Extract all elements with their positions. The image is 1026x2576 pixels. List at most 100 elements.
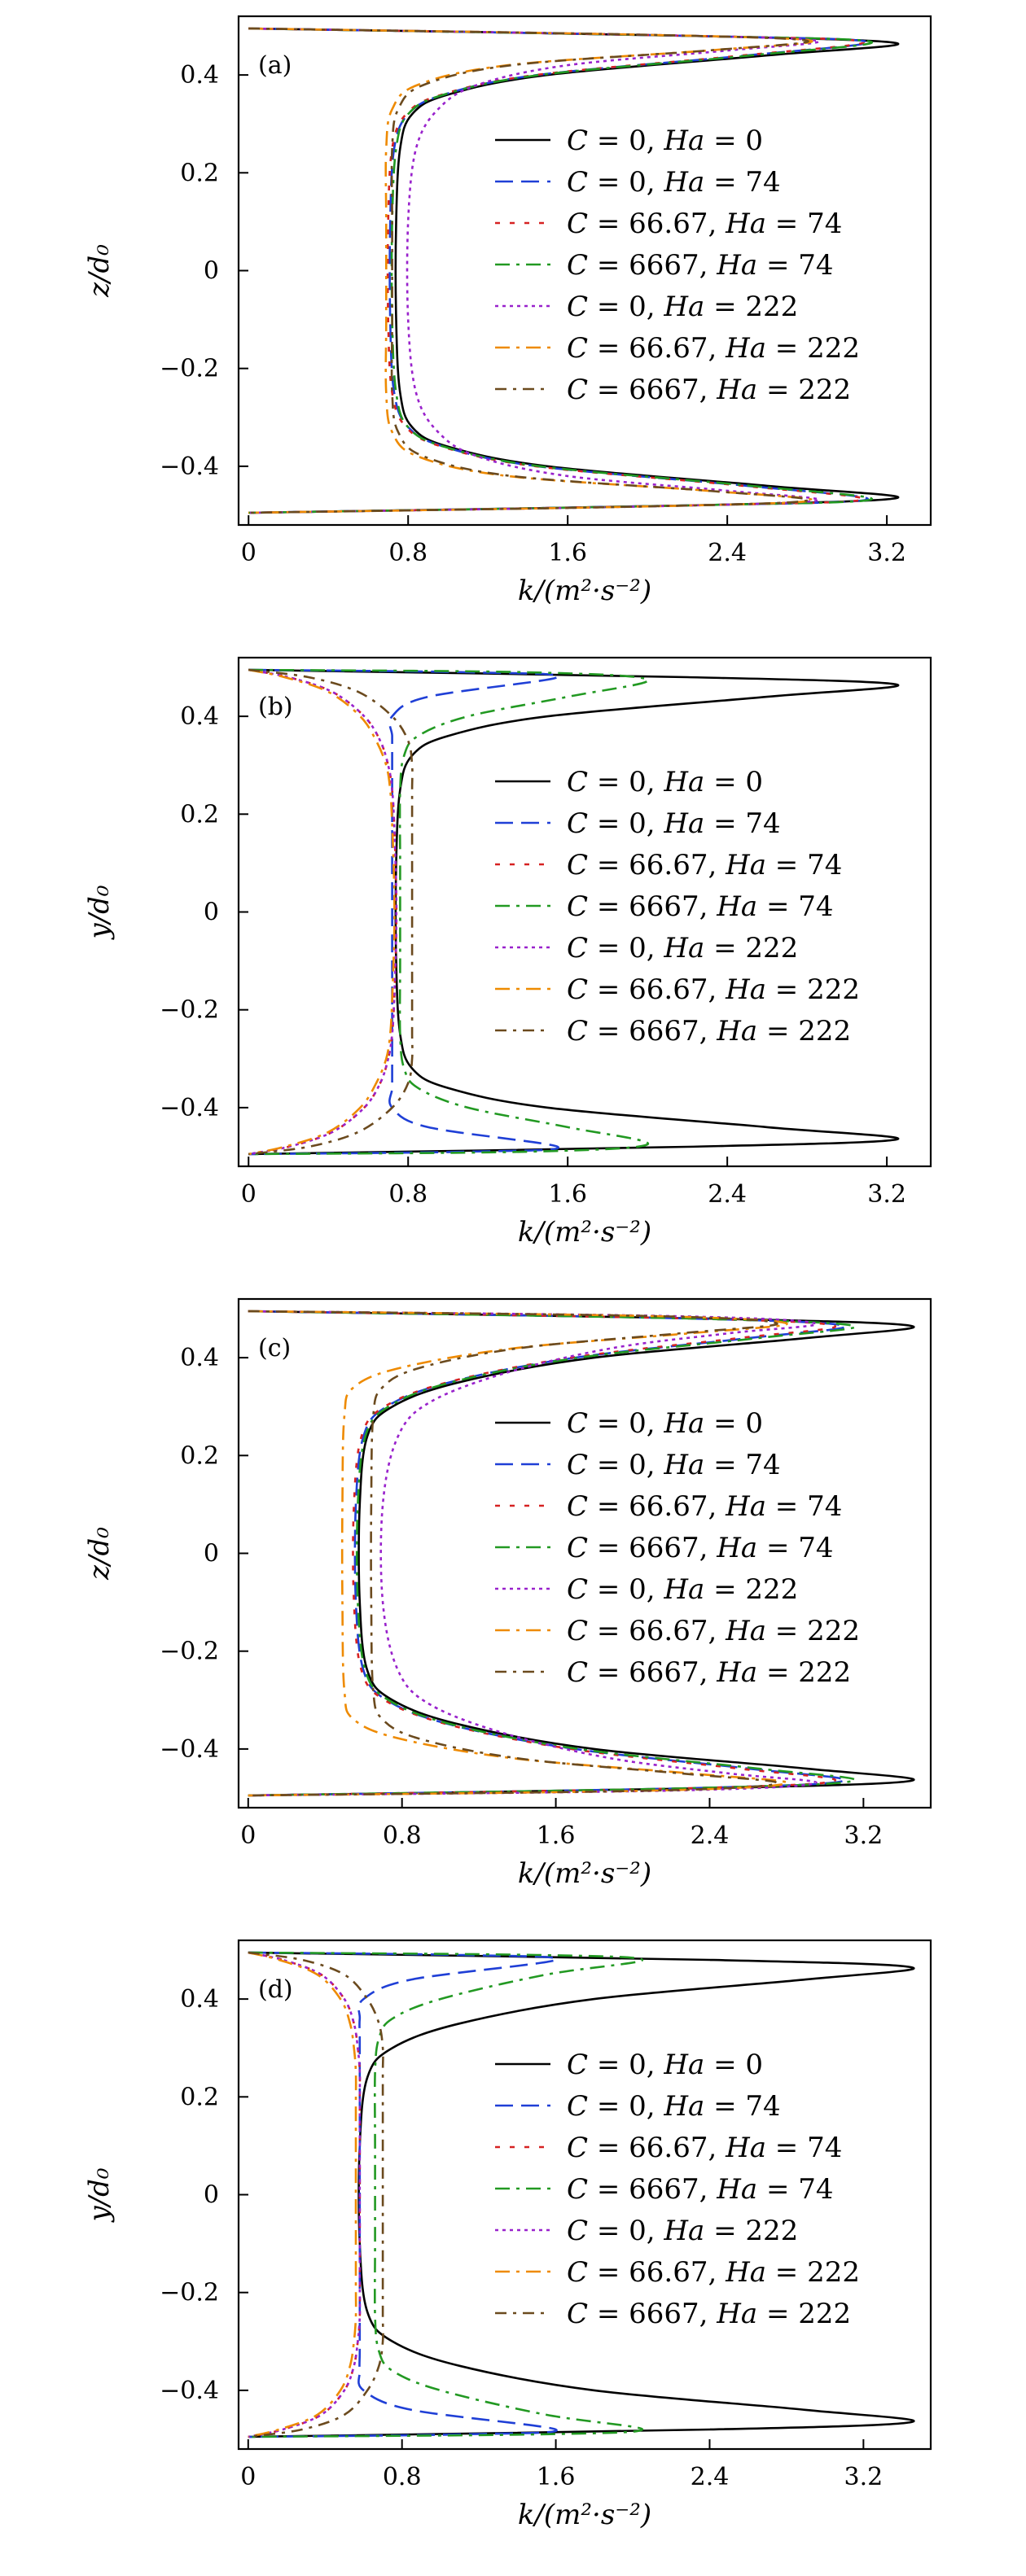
series-group [248, 1310, 915, 1797]
series-line-6 [248, 668, 396, 1156]
y-tick-label: 0.2 [180, 800, 219, 829]
legend-entry-4: C = 6667, Ha = 74 [567, 1532, 834, 1564]
x-axis-label: k/(m²·s⁻²) [518, 1216, 651, 1249]
series-line-7 [248, 27, 809, 514]
legend-entry-7: C = 6667, Ha = 222 [567, 1015, 851, 1047]
series-line-4 [248, 27, 874, 514]
series-line-3 [248, 1310, 836, 1797]
chart-panel-1: 0 0.8 1.6 2.4 3.2 0.4 0.2 0 −0.2 −0.4 (a) k/(m²·s⁻²… [83, 15, 932, 607]
y-tick-label: 0.4 [180, 702, 219, 731]
series-line-5 [248, 1951, 362, 2438]
y-tick-label: −0.2 [160, 2279, 219, 2307]
y-axis-label: y/d₀ [83, 885, 116, 940]
series-line-4 [248, 668, 649, 1156]
y-tick-label: 0 [204, 257, 219, 286]
x-tick-label: 1.6 [548, 539, 587, 567]
series-line-5 [248, 668, 398, 1156]
legend-entry-6: C = 66.67, Ha = 222 [567, 2256, 860, 2289]
legend-entry-1: C = 0, Ha = 0 [567, 1407, 763, 1440]
x-tick-label: 0.8 [388, 1180, 428, 1209]
y-tick-label: 0.2 [180, 2083, 219, 2111]
legend: C = 0, Ha = 0 C = 0, Ha = 74 C = 66.67, Ha… [495, 1407, 860, 1689]
legend-entry-3: C = 66.67, Ha = 74 [567, 2132, 842, 2164]
series-line-6 [248, 1951, 357, 2438]
legend-entry-6: C = 66.67, Ha = 222 [567, 973, 860, 1006]
series-group [248, 668, 900, 1156]
legend-entry-1: C = 0, Ha = 0 [567, 125, 763, 157]
x-tick-label: 2.4 [708, 539, 747, 567]
legend-entry-2: C = 0, Ha = 74 [567, 166, 781, 199]
series-line-2 [248, 668, 559, 1156]
series-line-4 [248, 1951, 644, 2438]
legend-entry-3: C = 66.67, Ha = 74 [567, 849, 842, 881]
y-axis-label: z/d₀ [83, 244, 116, 298]
x-tick-label: 1.6 [548, 1180, 587, 1209]
legend-entry-6: C = 66.67, Ha = 222 [567, 332, 860, 365]
x-tick-label: 1.6 [537, 1822, 576, 1850]
y-tick-label: 0.4 [180, 1985, 219, 2014]
legend-entry-7: C = 6667, Ha = 222 [567, 1656, 851, 1689]
legend-entry-7: C = 6667, Ha = 222 [567, 374, 851, 406]
chart-panel-2: 0 0.8 1.6 2.4 3.2 0.4 0.2 0 −0.2 −0.4 (b) k/(m²·s⁻²… [83, 656, 932, 1249]
x-tick-label: 1.6 [537, 2463, 576, 2491]
series-line-1 [248, 27, 900, 514]
x-tick-label: 0.8 [383, 2463, 422, 2491]
legend: C = 0, Ha = 0 C = 0, Ha = 74 C = 66.67, Ha… [495, 125, 860, 406]
legend-entry-2: C = 0, Ha = 74 [567, 1449, 781, 1481]
series-line-6 [248, 27, 813, 514]
x-tick-label: 2.4 [691, 1822, 730, 1850]
legend-entry-3: C = 66.67, Ha = 74 [567, 1490, 842, 1523]
legend-entry-7: C = 6667, Ha = 222 [567, 2298, 851, 2330]
legend-entry-3: C = 66.67, Ha = 74 [567, 208, 842, 240]
series-line-1 [248, 668, 900, 1156]
series-line-7 [248, 1951, 384, 2438]
y-tick-label: 0.4 [180, 1344, 219, 1372]
x-tick-label: 0 [241, 539, 256, 567]
x-axis-label: k/(m²·s⁻²) [518, 1857, 651, 1890]
y-tick-label: 0 [204, 899, 219, 927]
series-line-5 [248, 1310, 818, 1797]
panel-label: (c) [258, 1334, 291, 1362]
x-tick-label: 2.4 [691, 2463, 730, 2491]
legend-entry-5: C = 0, Ha = 222 [567, 1573, 798, 1606]
legend-entry-2: C = 0, Ha = 74 [567, 2090, 781, 2123]
legend-entry-6: C = 66.67, Ha = 222 [567, 1615, 860, 1647]
series-line-6 [248, 1310, 788, 1797]
y-axis-label: z/d₀ [83, 1527, 116, 1581]
y-tick-label: −0.4 [160, 1735, 219, 1764]
legend-entry-5: C = 0, Ha = 222 [567, 291, 798, 323]
chart-panel-4: 0 0.8 1.6 2.4 3.2 0.4 0.2 0 −0.2 −0.4 (d) k/(m²·s⁻²… [83, 1939, 932, 2531]
series-line-5 [248, 27, 820, 514]
y-tick-label: 0.2 [180, 1441, 219, 1470]
panel-label: (b) [258, 693, 293, 721]
x-tick-label: 2.4 [708, 1180, 747, 1209]
y-tick-label: −0.2 [160, 355, 219, 383]
x-axis-label: k/(m²·s⁻²) [518, 2499, 651, 2531]
legend: C = 0, Ha = 0 C = 0, Ha = 74 C = 66.67, Ha… [495, 2049, 860, 2330]
legend-entry-4: C = 6667, Ha = 74 [567, 2173, 834, 2206]
chart-panel-3: 0 0.8 1.6 2.4 3.2 0.4 0.2 0 −0.2 −0.4 (c) k/(m²·s⁻²… [83, 1297, 932, 1890]
y-tick-label: −0.2 [160, 996, 219, 1025]
series-group [248, 27, 900, 514]
y-tick-label: 0 [204, 2181, 219, 2210]
x-tick-label: 0 [240, 1822, 256, 1850]
series-line-3 [248, 1951, 362, 2438]
legend-entry-5: C = 0, Ha = 222 [567, 2215, 798, 2247]
y-tick-label: 0.2 [180, 159, 219, 187]
x-tick-label: 3.2 [867, 1180, 906, 1209]
legend-entry-2: C = 0, Ha = 74 [567, 807, 781, 840]
y-tick-label: −0.4 [160, 2377, 219, 2405]
x-tick-label: 3.2 [867, 539, 906, 567]
legend-entry-1: C = 0, Ha = 0 [567, 766, 763, 798]
series-group [248, 1951, 915, 2438]
panel-label: (a) [258, 51, 292, 80]
x-tick-label: 0.8 [383, 1822, 422, 1850]
y-axis-label: y/d₀ [83, 2167, 116, 2223]
series-line-2 [248, 1951, 558, 2438]
series-line-4 [248, 1310, 857, 1797]
y-tick-label: −0.4 [160, 453, 219, 481]
x-tick-label: 0.8 [388, 539, 428, 567]
series-line-7 [248, 668, 414, 1156]
legend-entry-5: C = 0, Ha = 222 [567, 932, 798, 964]
series-line-7 [248, 1310, 778, 1797]
